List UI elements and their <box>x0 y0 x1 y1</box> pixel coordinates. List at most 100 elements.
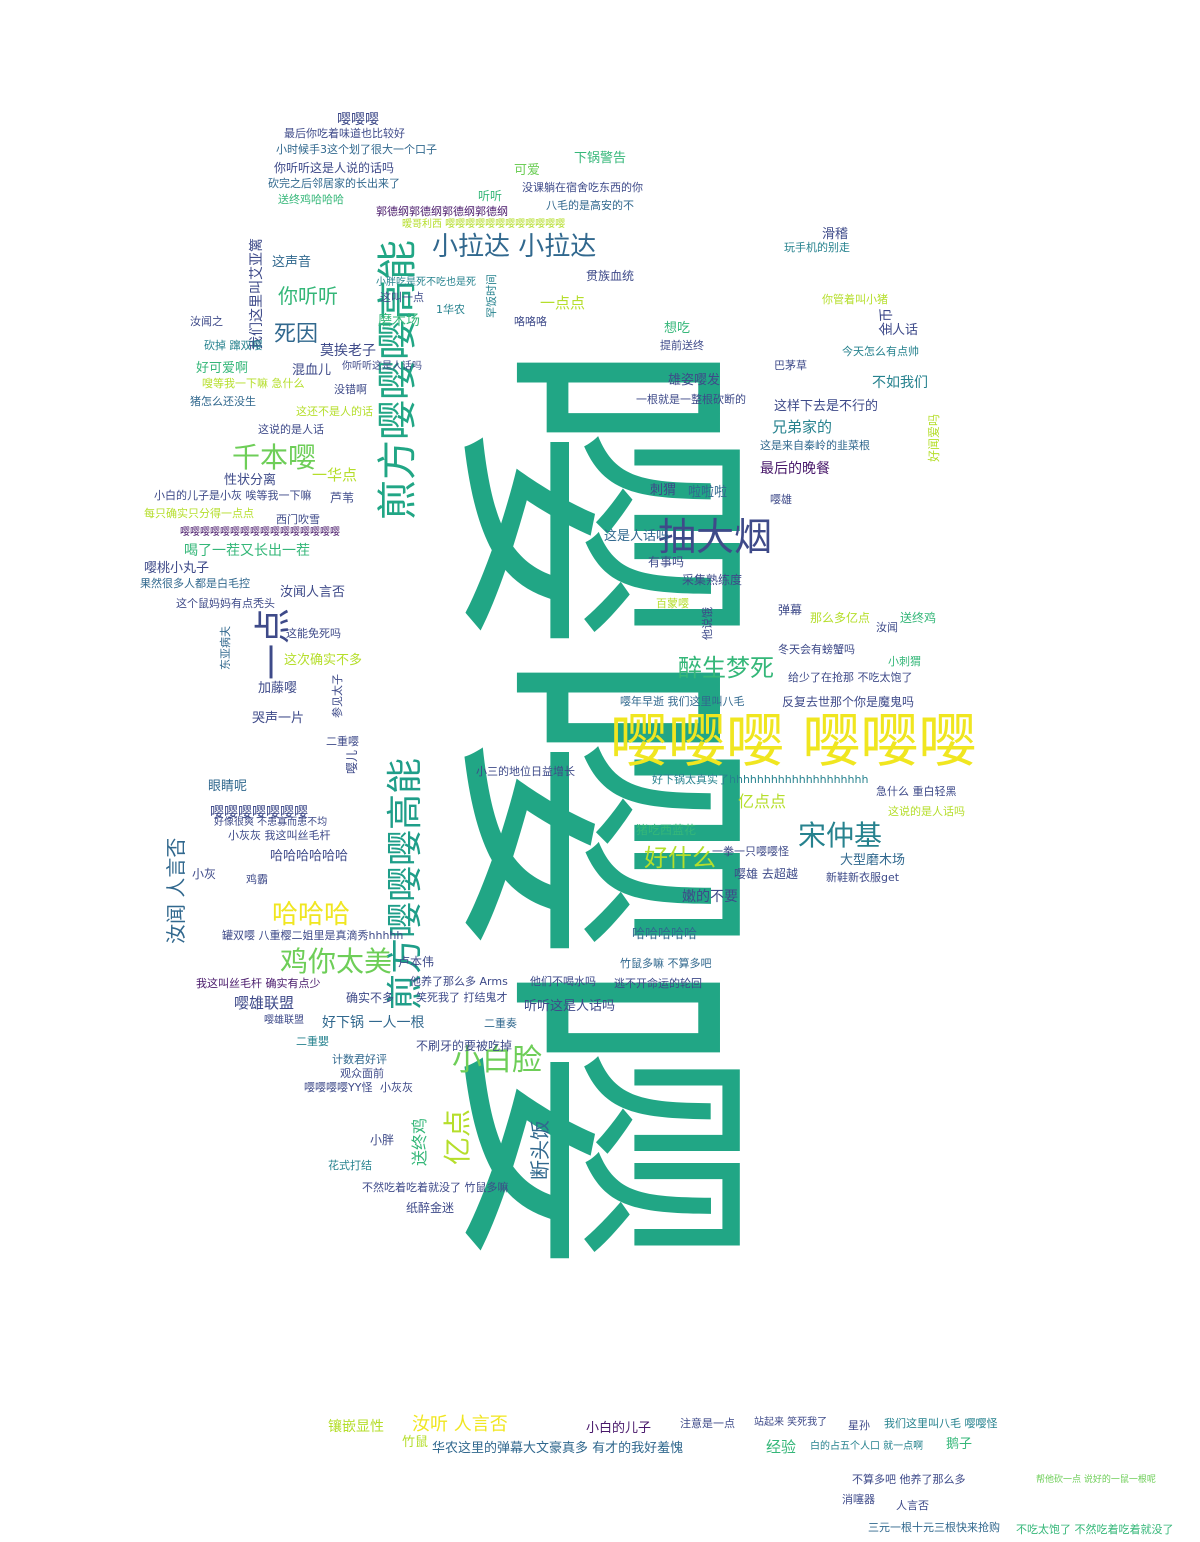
word: 喝了一茬又长出一茬 <box>184 543 310 559</box>
word: 小白的儿子是小灰 唉等我一下嘛 <box>154 489 312 502</box>
word: 巴茅草 <box>774 359 807 372</box>
word: 纸醉金迷 <box>406 1201 455 1215</box>
word: 嗖等我一下嘛 急什么 <box>202 377 305 390</box>
word: 猪吃西蓝花 <box>636 823 697 837</box>
word: 东亚病夫 <box>219 626 232 670</box>
word: 嘤雄 <box>770 493 792 506</box>
word: 汝听 人言否 <box>412 1414 508 1435</box>
word: 小灰灰 我这叫丝毛杆 <box>228 829 331 842</box>
word: 送终鸡 <box>900 611 937 625</box>
word: 好像很爽 不患寡而患不均 <box>214 817 328 828</box>
word: 啦啦啦 <box>688 485 728 500</box>
word: 猪怎么还没生 <box>190 395 256 408</box>
word: 竹鼠多嘛 不算多吧 <box>620 957 712 970</box>
word: 鹅子 <box>946 1437 973 1452</box>
word: 嘤桃小丸子 <box>144 561 210 576</box>
word: 果然很多人都是白毛控 <box>140 577 250 590</box>
word: 磨木场 <box>378 313 420 329</box>
word: 他说饿 <box>701 607 714 640</box>
word: 可爱 <box>514 163 541 178</box>
word: 人言否 <box>896 1499 929 1512</box>
word: 小灰灰 <box>380 1081 413 1094</box>
word: 好闻爱吗 <box>927 413 941 462</box>
word: 一拳一只嘤嘤怪 <box>712 845 789 858</box>
word: 站起来 笑死我了 <box>754 1417 828 1428</box>
word: 嘤嘤嘤嘤嘤嘤嘤嘤嘤嘤嘤嘤嘤嘤嘤嘤 <box>180 527 340 538</box>
word: 不算多吧 他养了那么多 <box>852 1473 966 1486</box>
word: 我们这里叫八毛 嘤嘤怪 <box>884 1417 998 1430</box>
word: 他们不喝水吗 <box>530 975 596 988</box>
word: 小白的儿子 <box>586 1421 652 1436</box>
word: 汝闻 <box>876 621 898 634</box>
word: 八毛的是高安的不 <box>546 199 634 212</box>
word: 一根就是一整根砍断的 <box>636 393 746 406</box>
word: 人话 <box>892 323 919 338</box>
word: 二重嘤 <box>326 735 359 748</box>
word: 那么多亿点 <box>810 611 871 625</box>
word: 三元一根十元三根快来抢购 <box>868 1521 1000 1534</box>
word: 贯族血统 <box>586 269 635 283</box>
word: 嘤嘤嘤嘤YY怪 <box>304 1081 373 1094</box>
word: 观众面前 <box>340 1067 384 1080</box>
word: 大型磨木场 <box>840 853 906 868</box>
word-jinitaimei: 鸡你太美 <box>280 945 393 978</box>
word: 帮他砍一点 说好的一鼠一根呢 <box>1036 1475 1156 1485</box>
word-ruwen-renyanfou: 汝闻 人言否 <box>164 837 188 944</box>
word: 注意是一点 <box>680 1417 735 1430</box>
word: 嘤嘤嘤嘤嘤嘤嘤 <box>210 805 308 821</box>
word: 这还不是人的话 <box>296 405 373 418</box>
word-duantoufan: 断头饭 <box>528 1120 552 1180</box>
word: 雄姿嘤发 <box>668 373 721 388</box>
word: 这次确实不多 <box>284 653 363 668</box>
word: 嘤雄联盟 <box>234 994 295 1012</box>
word: 新鞋新衣服get <box>826 871 900 884</box>
word: 逃不开命运的轮回 <box>614 977 702 990</box>
word: 想吃 <box>664 321 691 336</box>
word: 鸡霸 <box>246 873 268 886</box>
word: 这是来自秦岭的韭菜根 <box>760 439 870 452</box>
word-xiaobailian: 小白脸 <box>452 1043 542 1078</box>
word: 参见太子 <box>331 674 344 718</box>
word: 小灰 <box>192 867 217 881</box>
word-qianbenying: 千本嘤 <box>232 441 317 474</box>
word: 每只确实只分得一点点 <box>144 507 254 520</box>
word-yidian: 一点 <box>253 607 294 680</box>
word-yidian-2: 亿点 <box>441 1108 474 1165</box>
word: 芦苇 <box>330 491 355 505</box>
word: 砍掉 蹿双嘤 <box>204 339 263 352</box>
word: 汝闻人言否 <box>280 585 346 600</box>
word: 不吃太饱了 不然吃着吃着就没了 <box>1016 1523 1174 1536</box>
word-chou-da-yan: 抽大烟 <box>658 515 773 559</box>
word: 哈哈哈哈哈 <box>632 927 698 942</box>
word: 我们这里叫艾亚篱 <box>249 238 265 350</box>
word: 华农这里的弹幕大文豪真多 有才的我好羞愧 <box>432 1441 684 1456</box>
word: 滑稽 <box>822 227 849 242</box>
word: 混血儿 <box>292 363 332 378</box>
word: 花式打结 <box>328 1159 372 1172</box>
word: 给少了在抢那 不吃太饱了 <box>788 671 913 684</box>
word: 小时候手3这个划了很大一个口子 <box>276 143 437 156</box>
word: 镶嵌显性 <box>328 1419 384 1435</box>
word: 有事吗 <box>648 555 685 569</box>
word: 西门吹雪 <box>276 513 320 526</box>
word: 这个鼠妈妈有点秃头 <box>176 597 275 610</box>
word: 小胖吃是死不吃也是死 <box>376 277 476 288</box>
word: 送终鸡哈哈哈 <box>278 193 344 206</box>
word: 刺猬 <box>650 483 677 498</box>
word: 笑死我了 打结鬼才 <box>416 991 508 1004</box>
word-jianfang-2: 煎方嘤嘤嘤高能 <box>385 757 426 1010</box>
word: 这说的是人话吗 <box>888 805 965 818</box>
word: 竹鼠 <box>402 1435 429 1450</box>
word: 汝闻之 <box>190 315 223 328</box>
word: 你听听这是人说的话吗 <box>274 161 395 175</box>
word: 亿点点 <box>738 792 787 811</box>
word: 一点点 <box>540 294 586 312</box>
word: 嘤雄联盟 <box>264 1015 304 1026</box>
word: 今天怎么有点帅 <box>842 345 919 358</box>
word: 他养了那么多 Arms <box>410 975 508 988</box>
word-songzhongji: 宋仲基 <box>798 819 883 852</box>
word: 小三的地位日益增长 <box>476 765 575 778</box>
word: 莫挨老子 <box>320 343 376 359</box>
word: 不刷牙的要被吃掉 <box>416 1039 513 1053</box>
